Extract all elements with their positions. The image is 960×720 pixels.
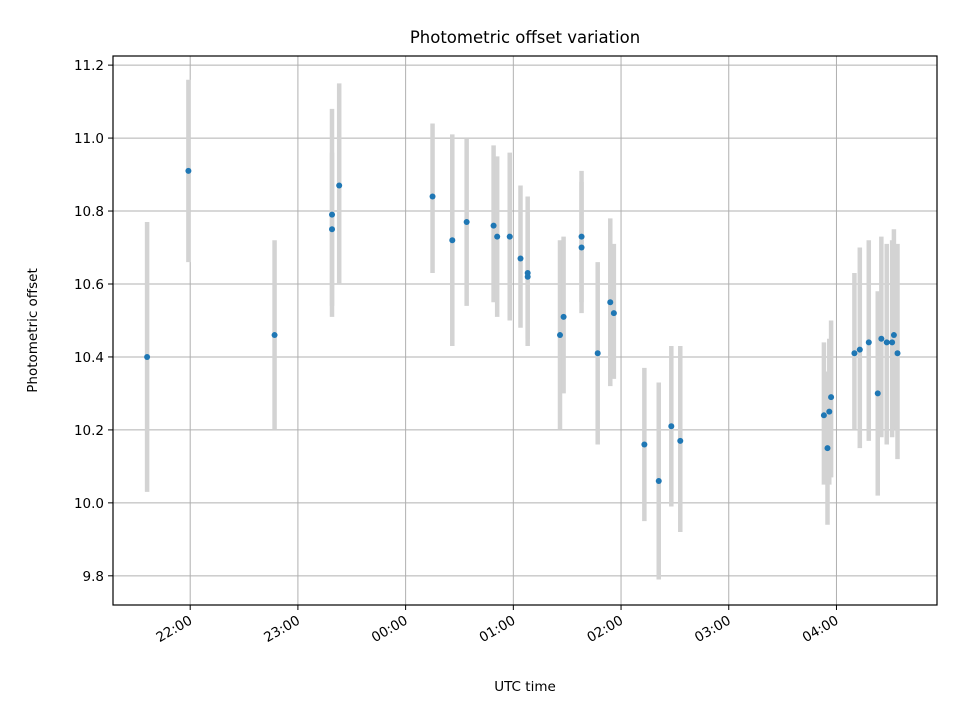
data-point xyxy=(557,332,564,339)
data-point xyxy=(463,218,470,225)
data-point xyxy=(524,273,531,280)
data-point xyxy=(449,237,456,244)
data-point xyxy=(607,299,614,306)
data-point xyxy=(329,226,336,233)
data-point xyxy=(490,222,497,229)
x-axis-label: UTC time xyxy=(494,679,556,695)
data-point xyxy=(610,310,617,317)
data-point xyxy=(517,255,524,262)
data-point xyxy=(820,412,827,419)
data-point xyxy=(429,193,436,200)
data-point xyxy=(494,233,501,240)
data-point xyxy=(668,423,675,430)
y-tick-label: 10.0 xyxy=(74,496,104,512)
data-point xyxy=(865,339,872,346)
plot-frame xyxy=(112,55,938,606)
data-point xyxy=(560,313,567,320)
y-tick-label: 10.2 xyxy=(74,423,104,439)
y-tick-label: 10.6 xyxy=(74,277,104,293)
data-point xyxy=(894,350,901,357)
y-axis-label: Photometric offset xyxy=(25,268,41,392)
data-point xyxy=(578,233,585,240)
data-point xyxy=(883,339,890,346)
data-point xyxy=(329,211,336,218)
data-point xyxy=(826,408,833,415)
y-tick-label: 9.8 xyxy=(83,569,104,585)
data-point xyxy=(851,350,858,357)
data-point xyxy=(824,445,831,452)
chart-title: Photometric offset variation xyxy=(410,28,640,47)
data-point xyxy=(144,353,151,360)
data-point xyxy=(856,346,863,353)
data-point xyxy=(874,390,881,397)
y-tick-label: 11.2 xyxy=(74,58,104,74)
data-point xyxy=(641,441,648,448)
data-point xyxy=(594,350,601,357)
data-point xyxy=(185,167,192,174)
data-point xyxy=(828,394,835,401)
data-point xyxy=(506,233,513,240)
marker-layer xyxy=(144,167,901,484)
data-point xyxy=(336,182,343,189)
y-tick-label: 11.0 xyxy=(74,131,104,147)
y-tick-label: 10.8 xyxy=(74,204,104,220)
data-point xyxy=(890,332,897,339)
y-tick-label: 10.4 xyxy=(74,350,104,366)
data-point xyxy=(271,332,278,339)
data-point xyxy=(677,437,684,444)
data-point xyxy=(578,244,585,251)
grid-layer xyxy=(113,56,937,605)
data-point xyxy=(878,335,885,342)
data-point xyxy=(889,339,896,346)
data-point xyxy=(655,477,662,484)
